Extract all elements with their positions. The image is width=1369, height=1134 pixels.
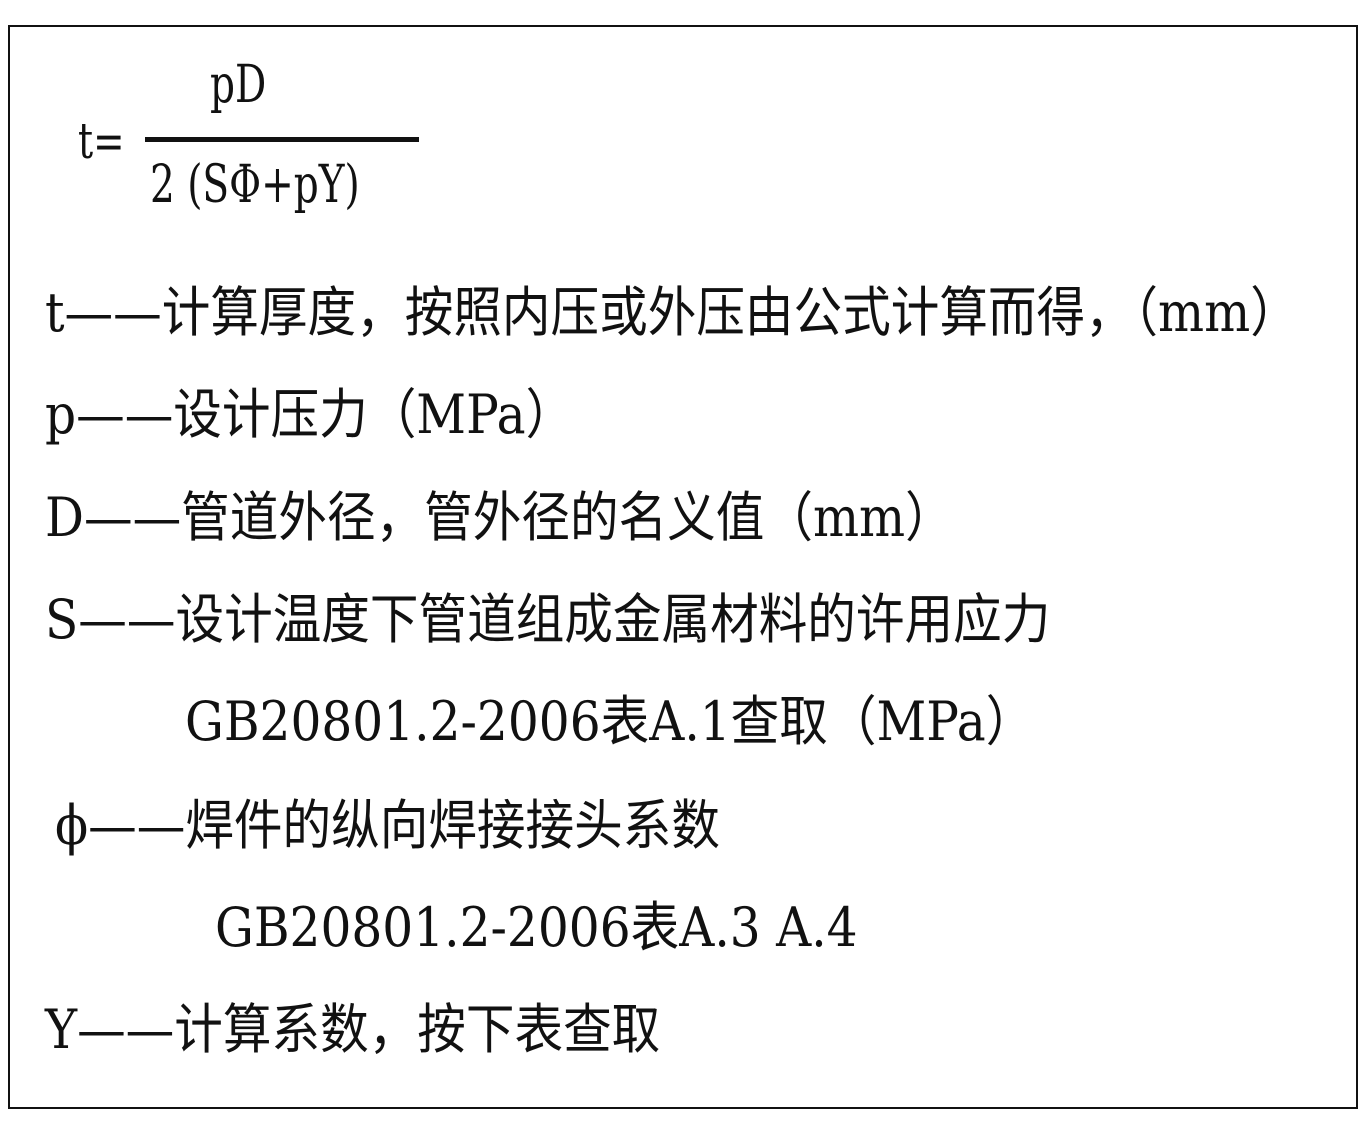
- definition-t: t——计算厚度，按照内压或外压由公式计算而得，（mm）: [45, 281, 1299, 344]
- definition-d: D——管道外径，管外径的名义值（mm）: [45, 486, 954, 549]
- fraction-bar: [145, 137, 419, 142]
- document-frame: [8, 25, 1358, 1109]
- definition-s: S——设计温度下管道组成金属材料的许用应力: [45, 588, 1051, 651]
- formula-numerator: pD: [210, 55, 267, 115]
- definition-y: Y——计算系数，按下表查取: [45, 998, 661, 1061]
- formula-lhs: t=: [78, 112, 125, 170]
- formula-denominator: 2 (SΦ+pY): [150, 155, 360, 215]
- definition-phi-source: GB20801.2-2006表A.3 A.4: [215, 896, 858, 959]
- definition-s-source: GB20801.2-2006表A.1查取（MPa）: [185, 690, 1035, 753]
- definition-p: p——设计压力（MPa）: [45, 383, 575, 446]
- definition-phi: ϕ——焊件的纵向焊接接头系数: [55, 794, 720, 857]
